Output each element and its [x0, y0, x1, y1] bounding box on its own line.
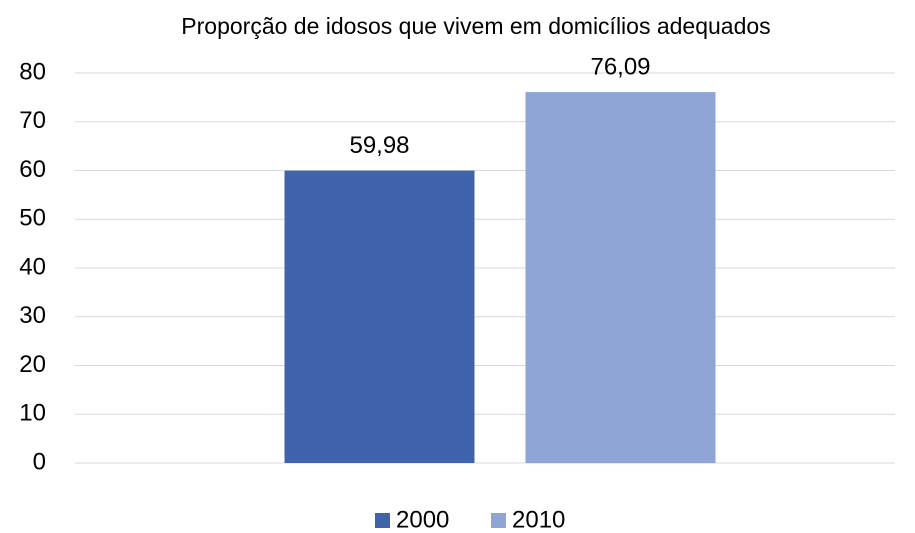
y-tick-label: 80 — [19, 58, 46, 85]
data-label: 76,09 — [590, 53, 650, 80]
data-label: 59,98 — [349, 132, 409, 159]
legend-swatch — [375, 513, 390, 528]
chart-title: Proporção de idosos que vivem em domicíl… — [181, 13, 770, 39]
y-tick-label: 40 — [19, 253, 46, 280]
legend-label: 2010 — [512, 506, 565, 533]
y-tick-label: 50 — [19, 205, 46, 232]
y-tick-label: 70 — [19, 107, 46, 134]
y-tick-label: 60 — [19, 156, 46, 183]
y-tick-label: 0 — [33, 448, 46, 475]
bar — [525, 92, 716, 463]
y-tick-label: 10 — [19, 400, 46, 427]
bar — [284, 170, 475, 463]
y-tick-label: 30 — [19, 302, 46, 329]
y-tick-label: 20 — [19, 351, 46, 378]
legend-label: 2000 — [396, 506, 449, 533]
legend-swatch — [491, 513, 506, 528]
